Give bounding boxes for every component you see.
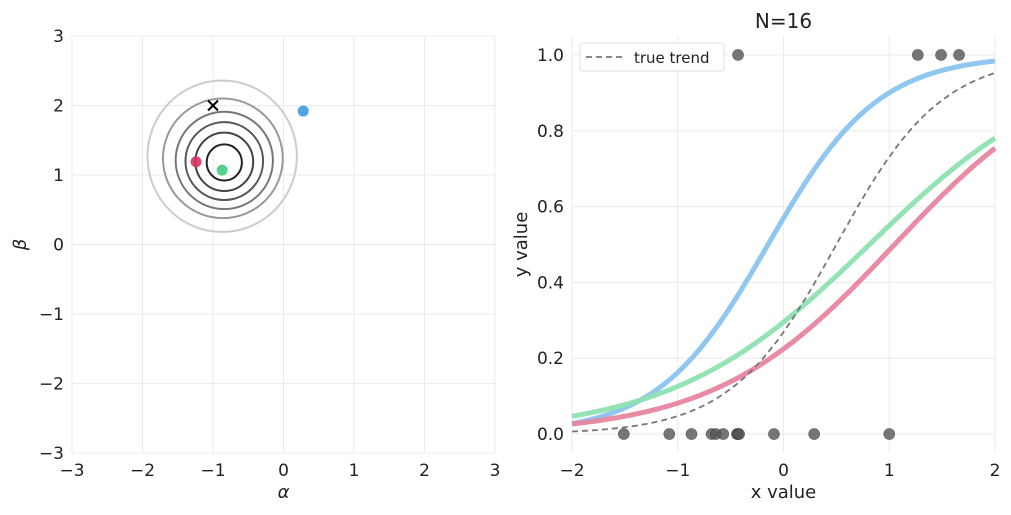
right-title: N=16 [755,9,812,33]
legend-box [579,42,725,72]
y-tick-label: −1 [39,305,64,325]
y-tick-label: 0 [53,236,64,256]
posterior-contour [146,79,298,233]
observation-point [953,49,965,61]
left-ylabel: β [10,239,31,252]
x-tick-label: 0 [278,461,289,481]
x-tick-label: −1 [200,461,225,481]
true-trend-line [571,72,996,433]
y-tick-label: 1 [53,166,64,186]
x-tick-label: 2 [419,461,430,481]
logistic-fit-panel: −2 −1 0 1 2 0.0 0.2 0.4 0.6 0.8 1.0 true trend [537,36,1000,481]
y-tick-label: 1.0 [537,46,564,66]
observation-point [808,428,820,440]
y-tick-label: 0.6 [537,198,564,218]
left-xlabel: α [278,482,290,503]
posterior-contour [184,121,265,202]
observation-point [618,428,630,440]
y-tick-label: 2 [53,97,64,117]
y-tick-label: 0.4 [537,273,564,293]
observation-point [732,49,744,61]
posterior-contour [161,97,284,220]
observation-point [768,428,780,440]
right-xlabel: x value [751,482,817,503]
observation-point [717,428,730,440]
x-tick-label: −2 [559,461,584,481]
x-tick-label: 1 [884,461,895,481]
sample-point [297,105,309,117]
y-tick-label: 0.8 [537,122,564,142]
posterior-sample-curve [571,146,997,427]
x-tick-label: −3 [59,461,84,481]
y-tick-label: −3 [39,444,64,464]
y-tick-label: 3 [53,27,64,47]
sample-point [216,164,228,176]
observation-point [912,49,924,61]
x-tick-label: 0 [778,461,789,481]
observation-point [883,428,896,440]
legend-label: true trend [634,49,710,67]
posterior-sample-curve [571,136,997,419]
x-tick-label: 1 [349,461,360,481]
observation-point [935,49,947,61]
x-tick-label: −1 [665,461,690,481]
y-tick-label: 0.2 [537,349,564,369]
right-ylabel: y value [511,212,532,278]
x-tick-label: 3 [490,461,501,481]
posterior-contour [194,131,255,192]
true-parameter-marker [207,99,219,112]
posterior-contour [174,110,274,211]
legend: true trend [579,42,725,72]
posterior-contour [205,143,243,182]
observation-point [663,428,676,440]
sample-point [190,156,202,168]
x-tick-label: −2 [130,461,155,481]
observation-point [685,428,698,440]
observation-point [733,428,745,440]
y-tick-label: −2 [39,375,64,395]
posterior-panel: −3 −2 −1 0 1 2 3 −3 −2 −1 0 1 2 3 [39,27,500,481]
y-tick-label: 0.0 [537,425,564,445]
x-tick-label: 2 [990,461,1001,481]
